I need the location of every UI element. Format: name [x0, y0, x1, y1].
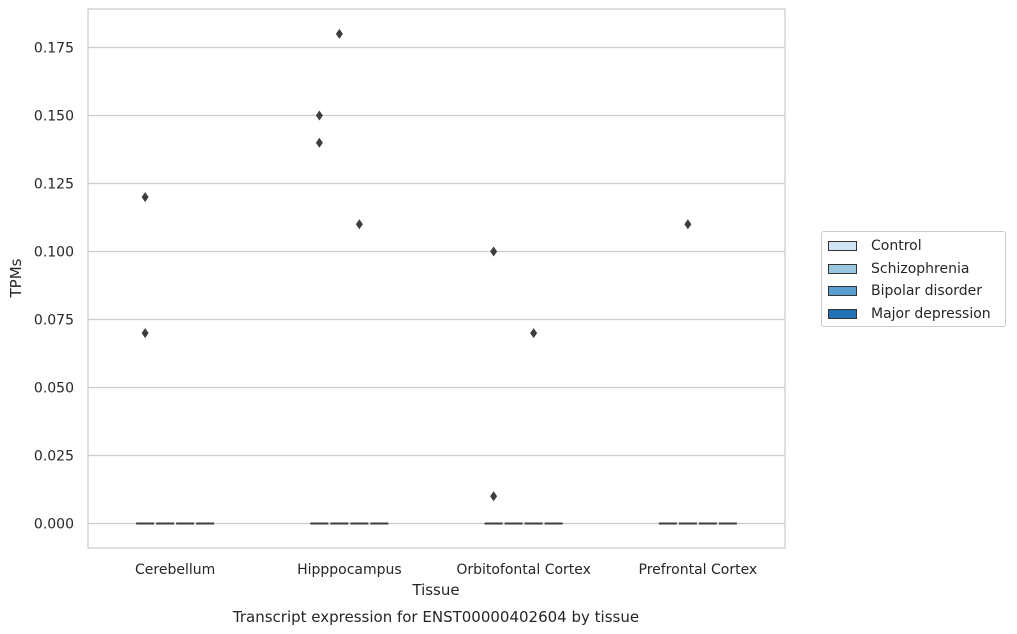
outlier-point — [684, 219, 692, 230]
outlier-point — [490, 246, 498, 257]
x-tick-label: Cerebellum — [135, 562, 215, 578]
legend-item: Major depression — [828, 304, 991, 324]
x-tick-label: Hipppocampus — [297, 562, 402, 578]
legend-swatch — [828, 308, 857, 319]
legend-item: Schizophrenia — [828, 259, 969, 279]
outlier-point — [315, 137, 323, 148]
x-tick-labels: Cerebellum Hipppocampus Orbitofontal Corte… — [135, 562, 757, 578]
legend-label: Control — [871, 238, 922, 254]
y-tick-label: 0.125 — [34, 177, 74, 193]
legend-item: Control — [828, 236, 922, 256]
outlier-point — [141, 328, 149, 339]
y-tick-label: 0.025 — [34, 449, 74, 465]
legend-swatch — [828, 241, 857, 251]
y-tick-label: 0.075 — [34, 313, 74, 329]
legend: Control Schizophrenia Bipolar disorder Majo… — [821, 231, 1006, 327]
outlier-point — [141, 192, 149, 203]
y-tick-label: 0.175 — [34, 41, 74, 57]
x-tick-label: Orbitofontal Cortex — [456, 562, 591, 578]
legend-label: Major depression — [871, 305, 991, 322]
outlier-point — [335, 28, 343, 39]
legend-label: Schizophrenia — [871, 260, 970, 277]
plot-frame — [87, 8, 786, 549]
outlier-point — [530, 328, 538, 339]
outlier-point — [490, 491, 498, 502]
y-tick-label: 0.150 — [34, 109, 74, 125]
outliers — [141, 28, 692, 502]
x-tick-label: Prefrontal Cortex — [639, 562, 758, 578]
y-axis-label: TPMs — [7, 258, 25, 298]
chart-title: Transcript expression for ENST0000040260… — [232, 608, 639, 626]
outlier-point — [315, 110, 323, 121]
y-tick-label: 0.100 — [34, 245, 74, 261]
x-axis-label: Tissue — [411, 581, 459, 599]
outlier-point — [355, 219, 363, 230]
legend-swatch — [828, 286, 857, 296]
gridlines — [88, 46, 785, 525]
legend-label: Bipolar disorder — [871, 283, 983, 299]
legend-item: Bipolar disorder — [828, 281, 982, 301]
y-tick-label: 0.000 — [34, 517, 74, 533]
legend-swatch — [828, 263, 857, 274]
y-tick-labels: 0.000 0.025 0.050 0.075 0.100 0.125 0.150 0.175 — [34, 41, 74, 533]
y-tick-label: 0.050 — [34, 381, 74, 397]
